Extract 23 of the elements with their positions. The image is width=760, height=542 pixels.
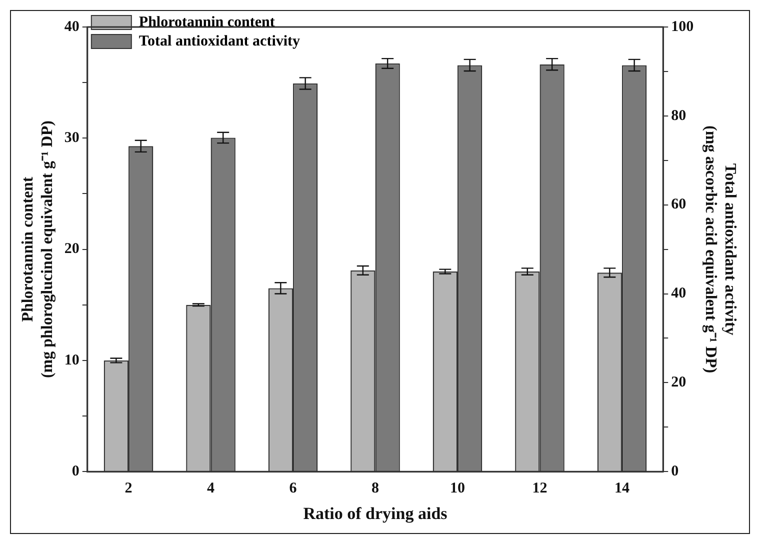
x-tick-label: 4 [207,480,216,496]
y-tick-label: 0 [72,463,80,480]
y-tick-label: 40 [64,18,80,35]
x-tick-label: 6 [289,480,298,496]
x-axis-title: Ratio of drying aids [303,504,448,524]
y2-axis-title: Total antioxidant activity (mg ascorbic acid equivalent g⁻¹ DP) [702,126,738,374]
y-tick-label: 10 [64,352,80,368]
y2-tick-label: 40 [671,286,686,302]
legend-label: Phlorotannin content [138,14,275,30]
x-tick-label: 8 [372,480,379,496]
y-tick-label: 30 [64,130,80,146]
x-tick-label: 10 [450,480,465,496]
legend-label: Total antioxidant activity [138,33,301,50]
y2-tick-label: 60 [671,196,686,213]
y2-tick-label: 100 [671,18,694,35]
y-axis-title: Phlorotannin content (mg phloroglucinol equivalent g⁻¹ DP) [20,120,56,378]
y-tick-label: 20 [64,241,80,258]
y2-tick-label: 0 [671,463,679,480]
x-tick-label: 14 [614,480,630,496]
y2-tick-label: 20 [671,374,686,391]
x-tick-label: 2 [124,480,132,496]
x-tick-label: 12 [532,480,548,496]
y2-tick-label: 80 [671,108,686,124]
